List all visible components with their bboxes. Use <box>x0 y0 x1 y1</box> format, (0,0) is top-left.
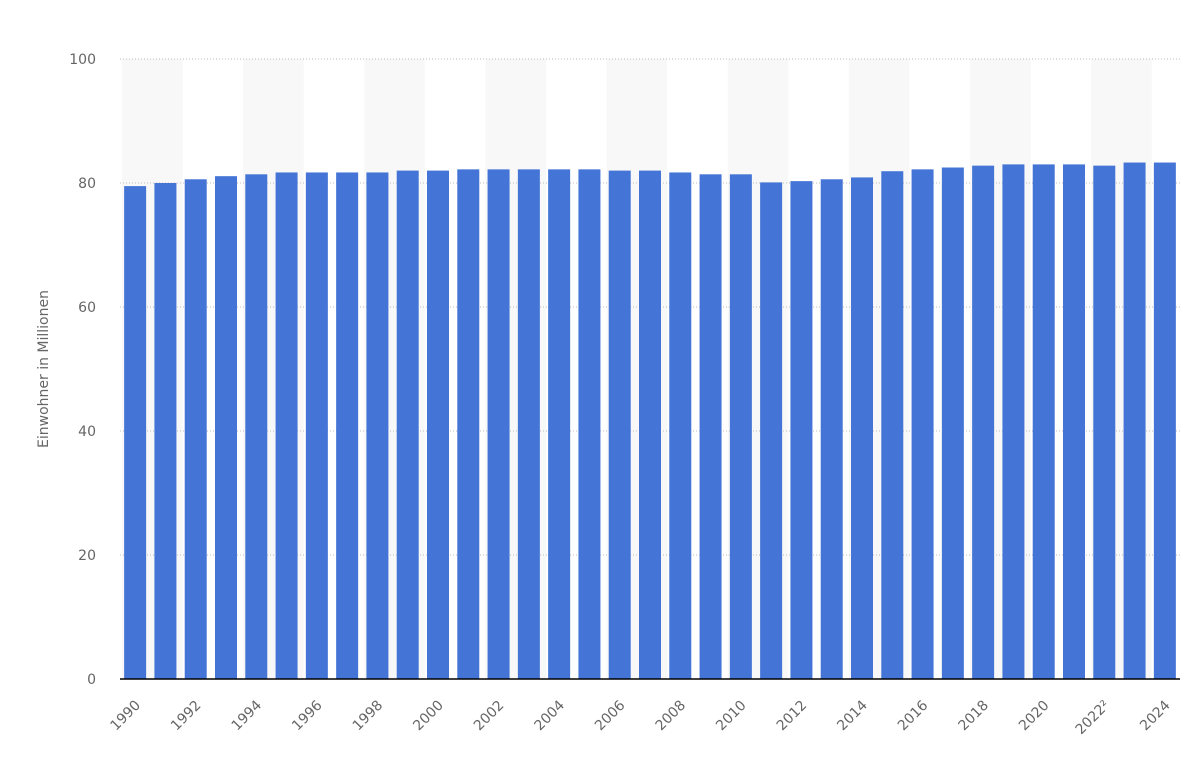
bar <box>245 174 268 679</box>
x-tick-label: 2024 <box>1137 697 1174 734</box>
bar <box>1093 165 1116 679</box>
bar <box>366 172 389 679</box>
x-tick-label: 1992 <box>168 698 205 735</box>
bar <box>154 183 177 679</box>
x-tick-label: 2008 <box>653 698 690 735</box>
x-tick-label: 2010 <box>713 698 750 735</box>
y-tick-label: 40 <box>78 424 96 440</box>
x-tick-label: 1998 <box>350 698 387 735</box>
x-tick-label: 1994 <box>229 697 266 734</box>
bar <box>578 169 601 680</box>
bar <box>1032 164 1055 679</box>
bar <box>699 174 722 679</box>
x-tick-label: 2006 <box>592 697 629 734</box>
bar <box>911 169 934 680</box>
y-tick-label: 0 <box>87 672 96 688</box>
x-tick-label: 2018 <box>955 698 992 735</box>
bar <box>790 181 813 679</box>
bar <box>608 170 631 679</box>
y-tick-label: 100 <box>69 52 96 68</box>
x-tick-label: 2004 <box>531 697 568 734</box>
bar <box>820 179 843 679</box>
bar <box>215 176 237 679</box>
bar <box>851 177 873 680</box>
bar <box>760 182 783 679</box>
bar <box>1002 164 1025 679</box>
bar <box>639 170 661 679</box>
y-tick-label: 20 <box>78 548 96 564</box>
x-tick-label: 1996 <box>289 697 326 734</box>
bar <box>457 169 480 680</box>
bar <box>548 169 571 680</box>
x-tick-label: 2014 <box>834 697 871 734</box>
bar <box>881 171 904 679</box>
x-tick-label: 2000 <box>410 698 447 735</box>
bar <box>1123 162 1146 680</box>
bar <box>275 172 298 679</box>
x-tick-label: 1990 <box>107 698 144 735</box>
x-tick-label: 2012 <box>774 698 811 735</box>
bar <box>1153 162 1176 680</box>
y-tick-label: 80 <box>78 176 96 192</box>
y-tick-label: 60 <box>78 300 96 316</box>
bar <box>305 172 328 679</box>
bar <box>184 179 207 679</box>
bar <box>336 172 359 679</box>
bar <box>517 169 540 680</box>
bar <box>941 167 964 679</box>
bar <box>124 186 147 679</box>
bar <box>396 170 419 679</box>
x-tick-label: 2002 <box>471 698 508 735</box>
y-axis-label: Einwohner in Millionen <box>36 290 52 448</box>
bar <box>1063 164 1085 679</box>
x-tick-label: 2016 <box>895 697 932 734</box>
x-tick-label: 2020 <box>1016 698 1053 735</box>
bar <box>729 174 752 679</box>
x-tick-label: 2022² <box>1073 698 1113 738</box>
bar <box>669 172 692 679</box>
bar <box>427 170 449 679</box>
bar <box>972 165 995 679</box>
bar <box>487 169 510 680</box>
